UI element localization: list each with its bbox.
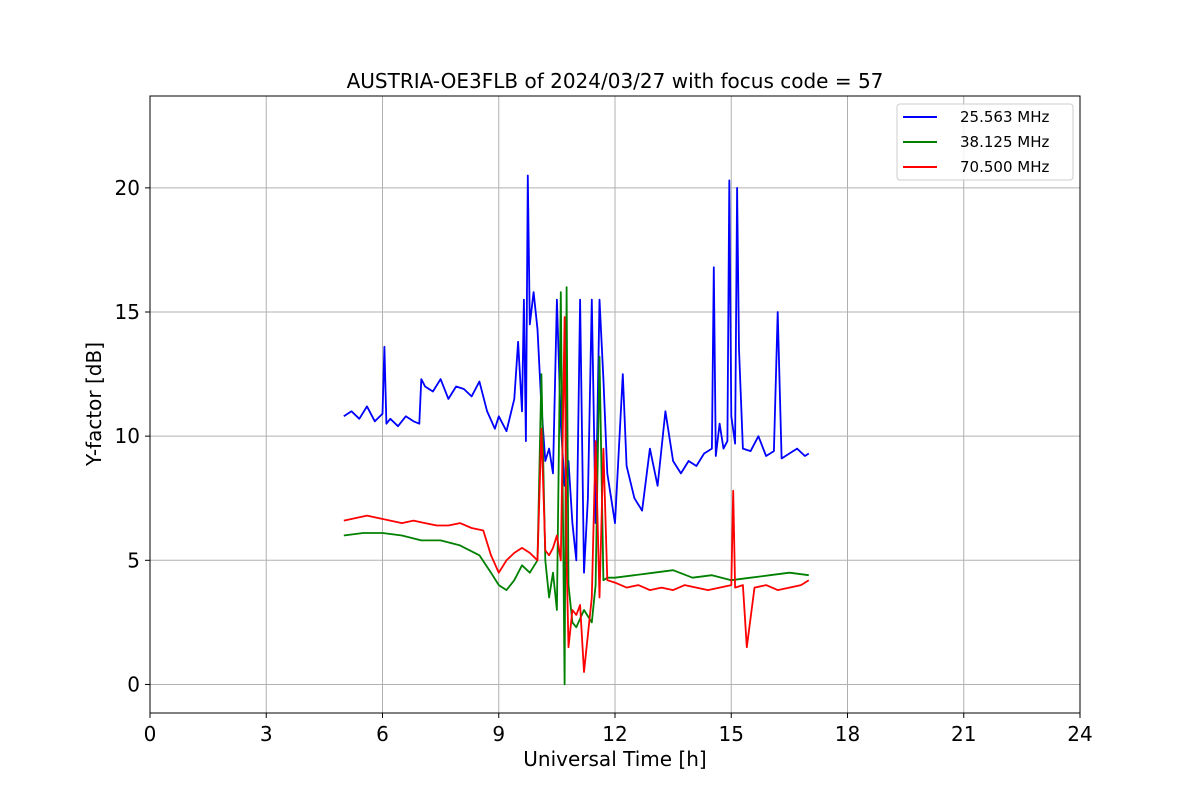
legend-label-1: 25.563 MHz [960,108,1049,126]
legend: 25.563 MHz 38.125 MHz 70.500 MHz [896,103,1074,181]
y-tick-label: 15 [115,300,140,324]
y-tick-label: 10 [115,424,140,448]
series-line-1 [343,174,810,574]
x-tick-label: 6 [376,722,389,746]
x-tick-label: 24 [1067,722,1092,746]
y-ticks: 0 5 10 15 20 [115,176,150,696]
x-tick-label: 15 [719,722,744,746]
series-line-3 [343,316,810,673]
x-ticks: 0 3 6 9 12 15 18 21 24 [144,713,1093,746]
legend-box [896,103,1074,181]
series-group [343,174,810,686]
legend-label-3: 70.500 MHz [960,158,1049,176]
x-tick-label: 12 [602,722,627,746]
x-tick-label: 18 [835,722,860,746]
x-axis-label: Universal Time [h] [523,747,706,771]
y-tick-label: 0 [127,672,140,696]
y-axis-label: Y-factor [dB] [82,342,106,467]
x-tick-label: 21 [951,722,976,746]
series-line-2 [343,286,809,686]
chart-title: AUSTRIA-OE3FLB of 2024/03/27 with focus … [347,69,884,93]
legend-label-2: 38.125 MHz [960,133,1049,151]
x-tick-label: 9 [492,722,505,746]
y-tick-label: 5 [127,548,140,572]
x-tick-label: 0 [144,722,157,746]
x-tick-label: 3 [260,722,273,746]
y-tick-label: 20 [115,176,140,200]
grid [149,96,1081,713]
